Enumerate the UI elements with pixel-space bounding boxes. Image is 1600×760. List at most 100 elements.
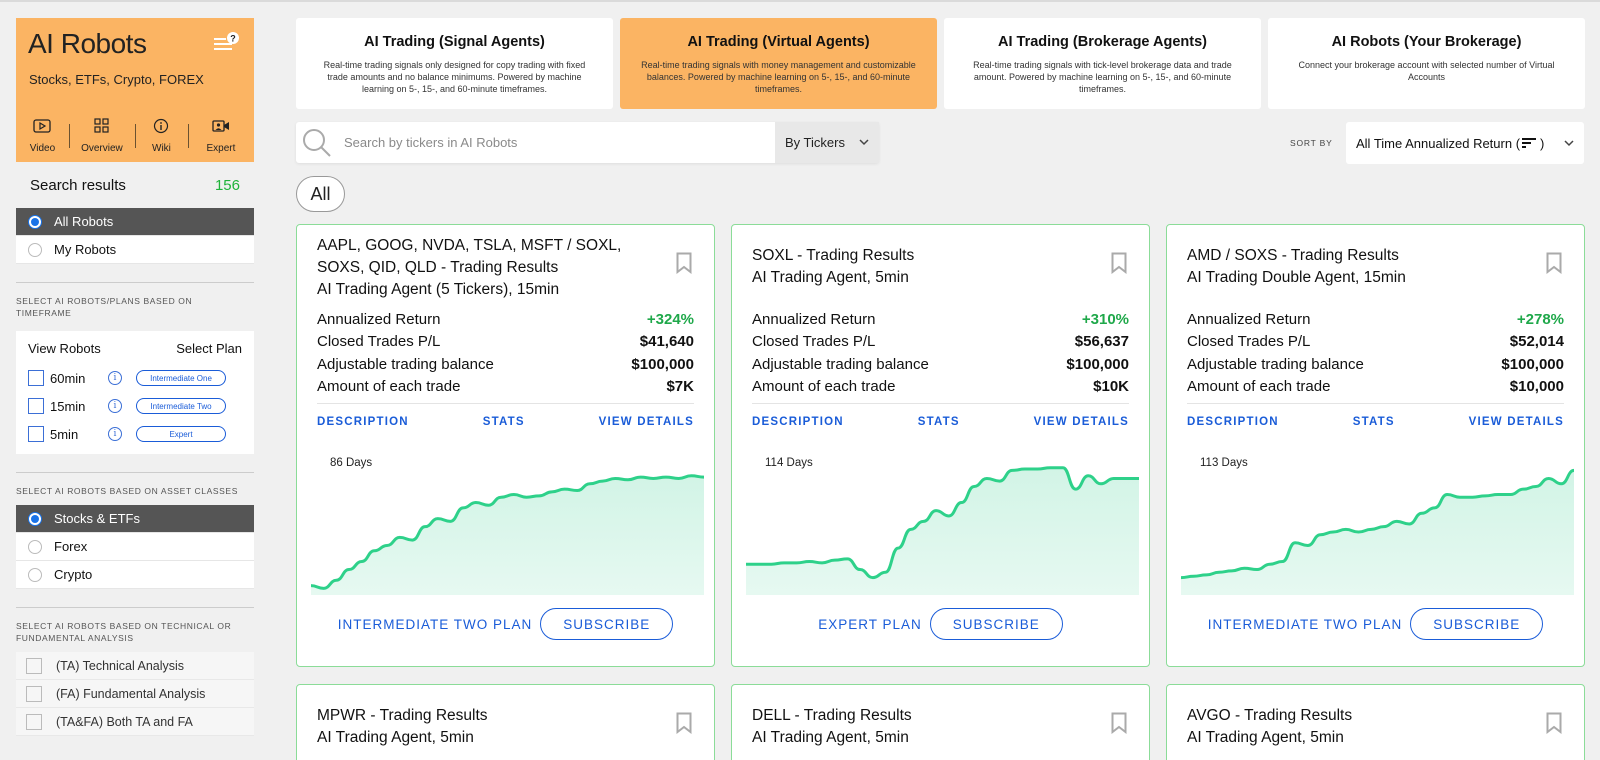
metric-label: Closed Trades P/L xyxy=(1187,333,1311,351)
bookmark-icon[interactable] xyxy=(676,252,692,274)
metric-trade-amount: Amount of each trade $10,000 xyxy=(1187,376,1564,399)
robot-card[interactable]: AVGO - Trading Results AI Trading Agent,… xyxy=(1166,684,1585,760)
analysis-ta[interactable]: (TA) Technical Analysis xyxy=(16,652,254,680)
asset-label: Stocks & ETFs xyxy=(54,511,140,526)
bookmark-icon[interactable] xyxy=(676,712,692,734)
card-title: AMD / SOXS - Trading Results AI Trading … xyxy=(1187,245,1542,289)
card-title-text: AVGO - Trading Results xyxy=(1187,707,1353,724)
card-title: DELL - Trading Results AI Trading Agent,… xyxy=(752,705,1107,749)
chart-line xyxy=(311,474,704,590)
card-metrics: Annualized Return +278% Closed Trades P/L… xyxy=(1187,308,1564,398)
days-label: 113 Days xyxy=(1200,457,1248,469)
robot-card[interactable]: AMD / SOXS - Trading Results AI Trading … xyxy=(1166,224,1585,667)
chevron-down-icon xyxy=(859,139,869,146)
bookmark-icon[interactable] xyxy=(1546,712,1562,734)
radio-selected xyxy=(28,214,42,229)
view-details-link[interactable]: VIEW DETAILS xyxy=(1033,416,1129,428)
bookmark-icon[interactable] xyxy=(1111,252,1127,274)
sidebar: AI Robots Stocks, ETFs, Crypto, FOREX ? … xyxy=(16,18,254,736)
metric-value: $10,000 xyxy=(1509,378,1564,396)
brand-title: AI Robots xyxy=(28,28,147,59)
view-robots-label: View Robots xyxy=(28,341,101,356)
plan-card-your-brokerage[interactable]: AI Robots (Your Brokerage) Connect your … xyxy=(1268,18,1585,109)
robot-card[interactable]: SOXL - Trading Results AI Trading Agent,… xyxy=(731,224,1150,667)
stats-link[interactable]: STATS xyxy=(482,416,525,428)
sort-by-label: SORT BY xyxy=(1290,138,1333,148)
description-link[interactable]: DESCRIPTION xyxy=(752,416,844,428)
metric-label: Adjustable trading balance xyxy=(1187,355,1364,373)
bookmark-icon[interactable] xyxy=(1111,712,1127,734)
search-mode-select[interactable]: By Tickers xyxy=(775,122,879,163)
card-metrics: Annualized Return +310% Closed Trades P/L… xyxy=(752,308,1129,398)
card-title: MPWR - Trading Results AI Trading Agent,… xyxy=(317,705,672,749)
asset-forex[interactable]: Forex xyxy=(16,533,254,561)
plan-link[interactable]: EXPERT PLAN xyxy=(818,616,922,632)
overview-icon xyxy=(94,118,109,133)
nav-expert[interactable]: Expert xyxy=(187,118,254,154)
info-icon[interactable]: i xyxy=(108,399,122,413)
menu-help-icon[interactable]: ? xyxy=(214,32,240,54)
asset-stocks-etfs[interactable]: Stocks & ETFs xyxy=(16,505,254,533)
robot-card[interactable]: DELL - Trading Results AI Trading Agent,… xyxy=(731,684,1150,760)
card-footer: INTERMEDIATE TWO PLAN SUBSCRIBE xyxy=(297,608,714,640)
nav-wiki-label: Wiki xyxy=(152,143,171,154)
stats-link[interactable]: STATS xyxy=(917,416,960,428)
card-subtitle: AI Trading Double Agent, 15min xyxy=(1187,269,1406,286)
timeframe-header: View Robots Select Plan xyxy=(28,341,242,356)
search-input[interactable] xyxy=(338,122,775,163)
chart-line xyxy=(746,466,1139,580)
checkbox-15min[interactable] xyxy=(28,398,44,414)
analysis-ta-fa[interactable]: (TA&FA) Both TA and FA xyxy=(16,708,254,736)
description-link[interactable]: DESCRIPTION xyxy=(1187,416,1279,428)
view-details-link[interactable]: VIEW DETAILS xyxy=(598,416,694,428)
metric-balance: Adjustable trading balance $100,000 xyxy=(317,353,694,376)
robot-card[interactable]: MPWR - Trading Results AI Trading Agent,… xyxy=(296,684,715,760)
plan-pill-intermediate-one[interactable]: Intermediate One xyxy=(136,370,226,386)
stats-link[interactable]: STATS xyxy=(1352,416,1395,428)
plan-link[interactable]: INTERMEDIATE TWO PLAN xyxy=(1207,616,1403,632)
filter-my-robots[interactable]: My Robots xyxy=(16,236,254,264)
svg-text:?: ? xyxy=(230,34,236,44)
radio-unselected xyxy=(28,567,42,582)
card-footer: EXPERT PLAN SUBSCRIBE xyxy=(732,608,1149,640)
ticker-search: By Tickers xyxy=(296,122,879,163)
card-subtitle: AI Trading Agent, 5min xyxy=(1187,729,1344,746)
radio-unselected xyxy=(28,242,42,257)
plan-pill-expert[interactable]: Expert xyxy=(136,426,226,442)
metric-value: +310% xyxy=(1081,310,1129,328)
info-icon[interactable]: i xyxy=(108,371,122,385)
plan-card-brokerage-agents[interactable]: AI Trading (Brokerage Agents) Real-time … xyxy=(944,18,1261,109)
subscribe-button[interactable]: SUBSCRIBE xyxy=(1410,608,1544,640)
robot-card[interactable]: AAPL, GOOG, NVDA, TSLA, MSFT / SOXL, SOX… xyxy=(296,224,715,667)
card-subtitle: AI Trading Agent, 5min xyxy=(317,729,474,746)
plan-card-title: AI Trading (Brokerage Agents) xyxy=(998,34,1207,50)
checkbox-60min[interactable] xyxy=(28,370,44,386)
metric-label: Annualized Return xyxy=(1187,310,1311,328)
view-details-link[interactable]: VIEW DETAILS xyxy=(1468,416,1564,428)
info-icon[interactable]: i xyxy=(108,427,122,441)
plan-card-virtual-agents[interactable]: AI Trading (Virtual Agents) Real-time tr… xyxy=(620,18,937,109)
description-link[interactable]: DESCRIPTION xyxy=(317,416,409,428)
plan-card-signal-agents[interactable]: AI Trading (Signal Agents) Real-time tra… xyxy=(296,18,613,109)
subscribe-button[interactable]: SUBSCRIBE xyxy=(929,608,1063,640)
filter-label: My Robots xyxy=(54,242,117,257)
metric-label: Closed Trades P/L xyxy=(752,333,876,351)
nav-video-label: Video xyxy=(29,143,56,154)
plan-link[interactable]: INTERMEDIATE TWO PLAN xyxy=(337,616,533,632)
plan-pill-intermediate-two[interactable]: Intermediate Two xyxy=(136,398,226,414)
analysis-fa[interactable]: (FA) Fundamental Analysis xyxy=(16,680,254,708)
nav-video[interactable]: Video xyxy=(16,118,69,154)
nav-overview[interactable]: Overview xyxy=(68,118,135,154)
checkbox-5min[interactable] xyxy=(28,426,44,442)
filter-pill-all[interactable]: All xyxy=(296,176,345,212)
analysis-section-label: SELECT AI ROBOTS BASED ON TECHNICAL OR F… xyxy=(16,621,232,643)
asset-crypto[interactable]: Crypto xyxy=(16,561,254,589)
bookmark-icon[interactable] xyxy=(1546,252,1562,274)
subscribe-button[interactable]: SUBSCRIBE xyxy=(540,608,674,640)
card-title-text: MPWR - Trading Results xyxy=(317,707,488,724)
card-links: DESCRIPTION STATS VIEW DETAILS xyxy=(752,403,1129,428)
plan-card-desc: Connect your brokerage account with sele… xyxy=(1298,60,1555,82)
filter-all-robots[interactable]: All Robots xyxy=(16,208,254,236)
sort-select[interactable]: All Time Annualized Return ( ) xyxy=(1346,122,1584,164)
nav-wiki[interactable]: Wiki xyxy=(135,118,188,154)
